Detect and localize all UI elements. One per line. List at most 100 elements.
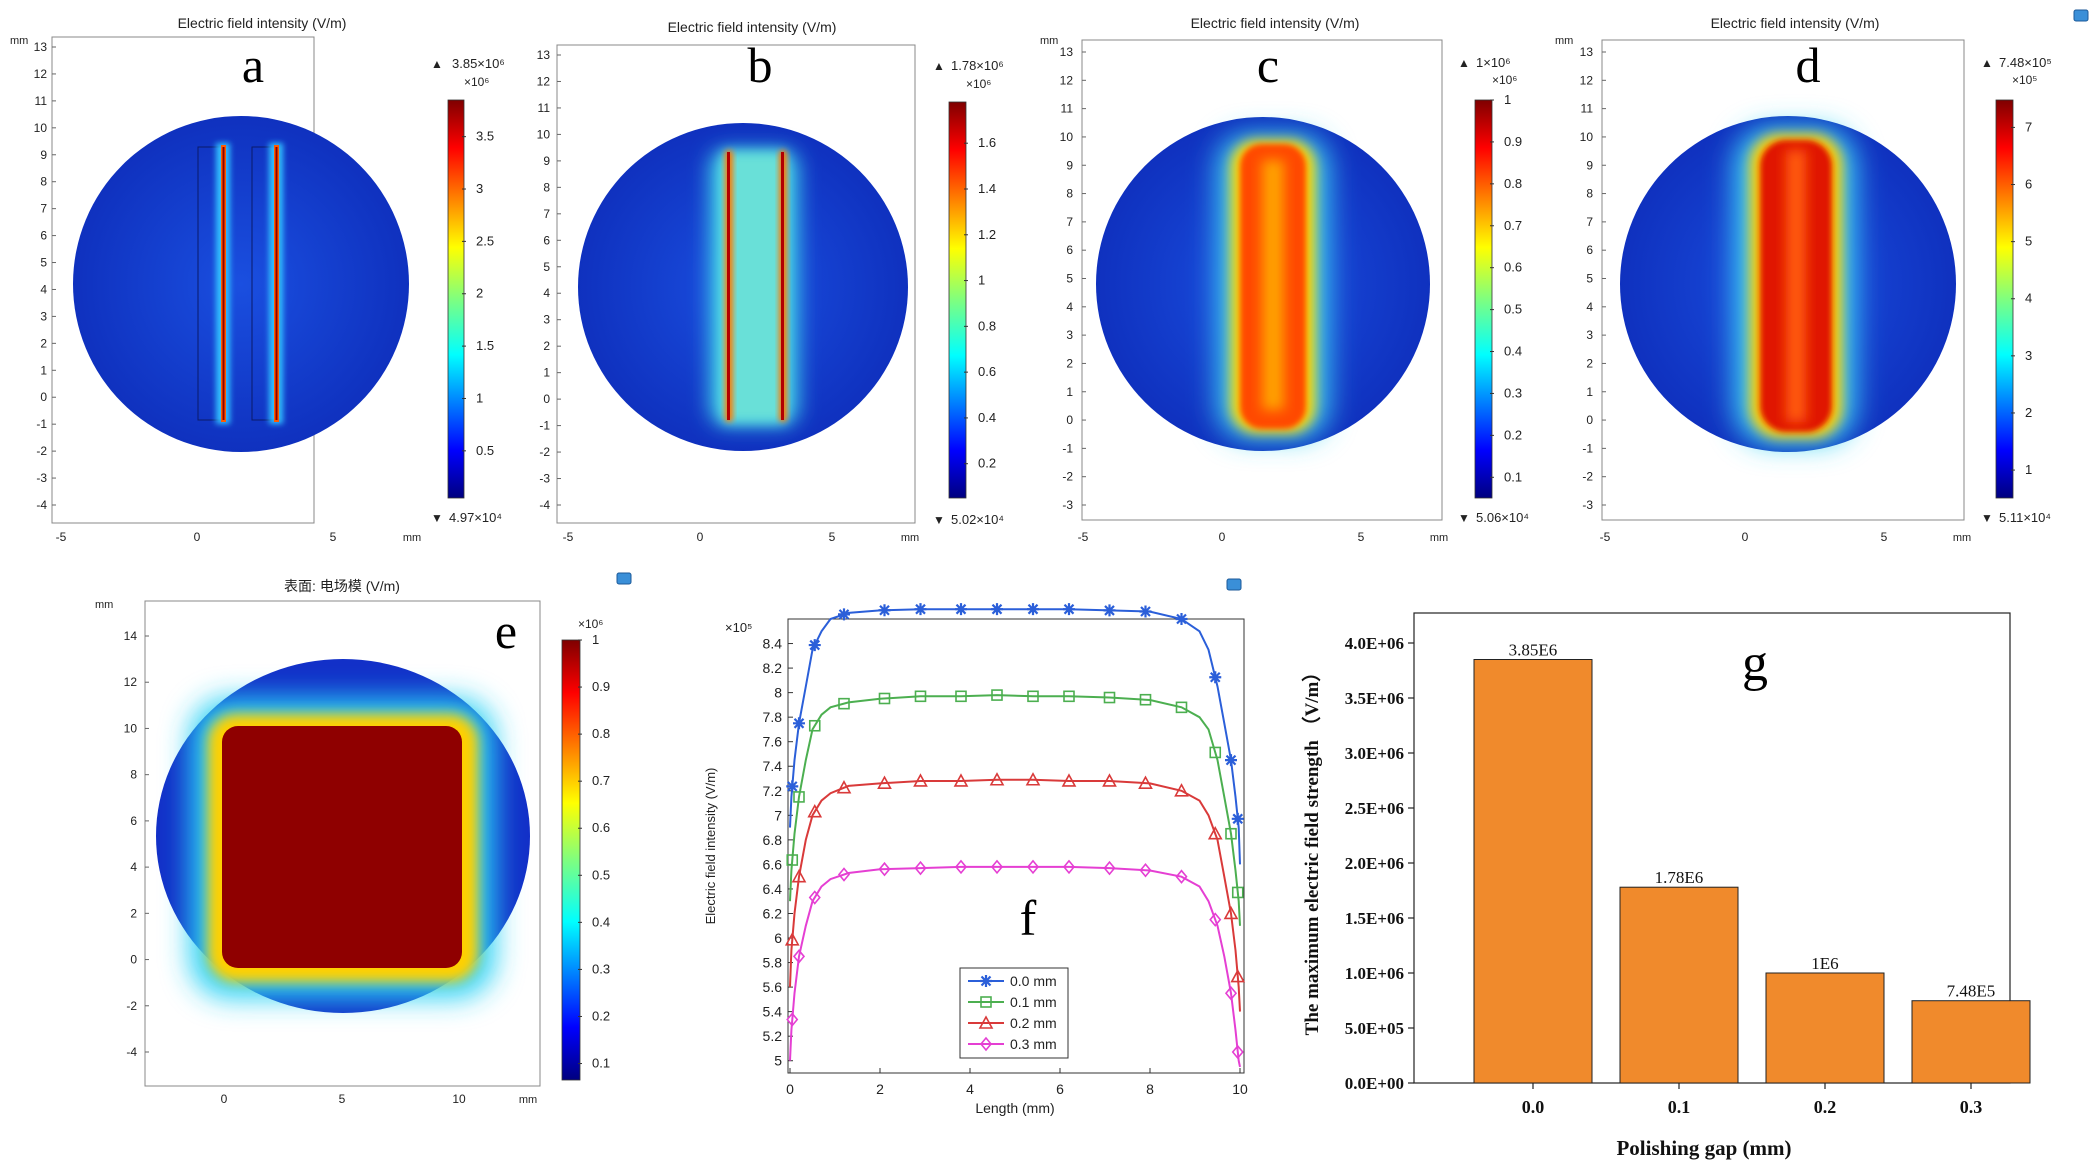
panel-e-field-body [222,726,462,968]
panel-f-xtick-label: 2 [876,1081,884,1097]
panel-g-ytick-label: 1.0E+06 [1345,964,1404,983]
panel-d-field-waist [1786,150,1806,422]
panel-c-xticks: -5 0 5 mm [1078,530,1449,544]
panel-f-data-point [838,697,850,710]
panel-e-xtick-label: 0 [221,1092,228,1106]
panel-c: Electric field intensity (V/m) mm 131211… [1040,15,1529,544]
panel-f-data-point [836,780,852,794]
panel-f-toolbar-icon[interactable] [1226,578,1242,591]
panel-e-ytick-label: 8 [130,768,137,782]
panel-c-ytick-label: 4 [1066,300,1073,314]
panel-f-data-point [1027,690,1039,703]
panel-g-bar [1765,972,1885,1084]
panel-g-ytick-label: 1.5E+06 [1345,909,1404,928]
panel-f-data-point [793,717,805,730]
panel-c-ytick-label: 0 [1066,413,1073,427]
panel-c-field-waist [1262,160,1284,410]
panel-f-data-point [1102,773,1117,787]
panel-f-ytick-label: 7.4 [763,758,783,774]
panel-g-bars: 3.85E6 1.78E6 1E6 7.48E5 [1473,641,2031,1084]
panel-d-colorbar-ticks: 7 6 5 4 3 2 1 [2011,119,2032,477]
panel-c-ytick-label: 5 [1066,272,1073,286]
panel-a-colorbar-multiplier: ×10⁶ [464,75,489,89]
panel-d-ytick-label: 2 [1586,356,1593,370]
panel-c-ytick-label: -2 [1062,470,1073,484]
panel-f-xtick-label: 4 [966,1081,974,1097]
panel-g-ylabel: The maximum electric field strength （V/m… [1300,663,1323,1036]
panel-c-unit-label: mm [1040,35,1058,47]
panel-d-toolbar-icon[interactable] [2073,9,2089,22]
panel-a-disk [73,116,409,452]
panel-d-ytick-label: -3 [1582,498,1593,512]
panel-g-ytick-label: 2.5E+06 [1345,799,1404,818]
panel-d-max-marker-icon: ▲ [1981,56,1993,70]
panel-c-ytick-label: 13 [1060,45,1074,59]
panel-d-colorbar-tick-label: 4 [2025,291,2032,306]
panel-f-ytick-label: 7.8 [763,709,783,725]
panel-c-colorbar-ticks: 1 0.9 0.8 0.7 0.6 0.5 0.4 0.3 0.2 0.1 [1490,92,1522,484]
panel-e-ytick-label: -2 [126,999,137,1013]
panel-f-data-point [1225,827,1237,840]
panel-e-ytick-label: 12 [124,675,138,689]
panel-d-colorbar-max-label: 7.48×10⁵ [1999,55,2052,70]
panel-a-ytick-label: 4 [40,282,47,296]
panel-b-colorbar-tick-label: 0.8 [978,318,996,333]
panel-a-colorbar-min-label: 4.97×10⁴ [449,510,502,525]
panel-d-colorbar-tick-label: 1 [2025,462,2032,477]
panel-f-ytick-label: 8 [774,685,782,701]
panel-f-data-point [1027,603,1039,616]
panel-f-legend: 0.0 mm 0.1 mm 0.2 mm 0.3 mm [959,967,1069,1059]
panel-f-ytick-label: 7.6 [763,734,783,750]
panel-f-legend-marker [979,1036,993,1052]
panel-a-colorbar-max-label: 3.85×10⁶ [452,56,505,71]
panel-b-colorbar-tick-label: 0.4 [978,410,996,425]
panel-b-field-core-left [727,152,730,420]
panel-c-title: Electric field intensity (V/m) [1191,15,1360,31]
panel-b-xtick-label: 5 [829,530,836,544]
panel-f-data-point [878,692,891,705]
panel-e-colorbar-multiplier: ×10⁶ [578,617,603,631]
panel-a-xtick-label: 5 [330,530,337,544]
panel-d-colorbar [1995,99,2014,499]
panel-b-colorbar-max-label: 1.78×10⁶ [951,58,1004,73]
panel-e-colorbar-tick-label: 0.1 [592,1056,610,1071]
panel-f-ytick-label: 5.2 [763,1028,783,1044]
panel-f-data-point [786,780,799,793]
panel-e-toolbar-icon[interactable] [616,572,632,585]
panel-d-title: Electric field intensity (V/m) [1711,15,1880,31]
panel-a-colorbar-tick-label: 2 [476,286,483,301]
panel-b-colorbar-ticks: 1.6 1.4 1.2 1 0.8 0.6 0.4 0.2 [964,135,996,471]
panel-g-xticks: 0.0 0.1 0.2 0.3 [1522,1083,1982,1117]
panel-a-x-unit-label: mm [403,532,421,544]
panel-a-ytick-label: -3 [36,471,47,485]
panel-b-ytick-label: -4 [539,498,550,512]
panel-f-data-point [1138,775,1153,789]
panel-f-data-point [991,603,1003,616]
panel-e-title: 表面: 电场模 (V/m) [284,578,400,594]
panel-f-series-line [789,865,1241,1068]
panel-f-data-point [1231,886,1244,899]
panel-e-ytick-label: 6 [130,814,137,828]
panel-f-data-point [990,859,1004,875]
panel-e-colorbar-tick-label: 0.7 [592,773,610,788]
panel-f-data-point [1061,773,1077,787]
panel-f-y-multiplier: ×10⁵ [725,620,752,635]
panel-b-colorbar [948,101,967,499]
panel-f-data-point [955,690,967,703]
panel-f-data-point [877,775,892,789]
panel-f-data-point [808,890,821,905]
panel-g-bar [1473,659,1593,1084]
panel-g-ytick-label: 2.0E+06 [1345,854,1404,873]
panel-b-field-core-right [781,152,784,420]
panel-c-ytick-label: 2 [1066,356,1073,370]
panel-e-ytick-label: 0 [130,953,137,967]
panel-a-field-core-left [222,147,225,420]
panel-d-ytick-label: 9 [1586,158,1593,172]
panel-b-colorbar-tick-label: 1.2 [978,227,996,242]
panel-d-colorbar-tick-label: 3 [2025,348,2032,363]
panel-f-data-point [1139,863,1152,878]
panel-f-data-point [1209,912,1222,927]
panel-b-colorbar-tick-label: 1.6 [978,135,996,150]
panel-g-xtick-label: 0.2 [1814,1097,1837,1117]
